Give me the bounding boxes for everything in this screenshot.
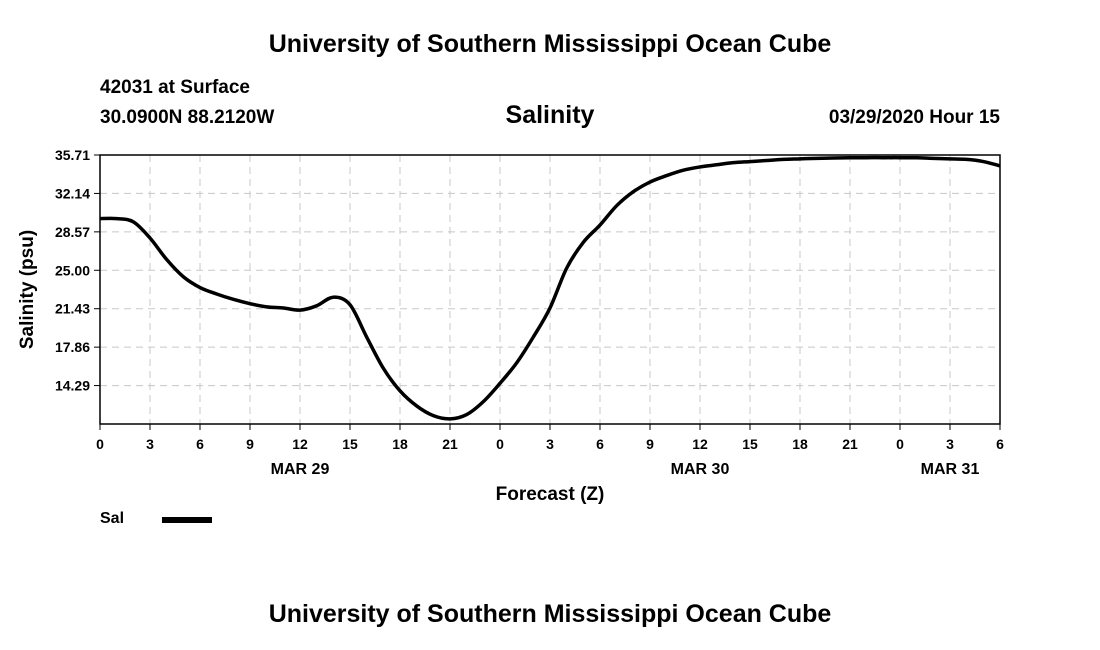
y-tick-label: 14.29	[55, 378, 90, 394]
x-tick-label: 6	[596, 436, 604, 452]
y-axis-label: Salinity (psu)	[17, 230, 38, 349]
x-tick-label: 3	[146, 436, 154, 452]
x-tick-label: 9	[646, 436, 654, 452]
date-label: MAR 29	[271, 461, 330, 478]
x-tick-label: 0	[896, 436, 904, 452]
y-tick-label: 17.86	[55, 339, 90, 355]
series-line-sal	[99, 155, 1001, 421]
x-tick-label: 3	[946, 436, 954, 452]
date-label: MAR 30	[671, 461, 730, 478]
x-tick-label: 12	[292, 436, 308, 452]
x-tick-label: 3	[546, 436, 554, 452]
y-tick-label: 35.71	[55, 147, 90, 163]
y-tick-label: 28.57	[55, 224, 90, 240]
forecast-date: 03/29/2020 Hour 15	[828, 107, 1000, 128]
x-tick-label: 6	[196, 436, 204, 452]
x-tick-label: 21	[842, 436, 858, 452]
x-tick-label: 9	[246, 436, 254, 452]
legend-swatch-sal	[162, 517, 212, 523]
date-label: MAR 31	[921, 461, 980, 478]
variable-title: Salinity	[505, 101, 595, 129]
x-tick-label: 21	[442, 436, 458, 452]
y-tick-label: 25.00	[55, 262, 90, 278]
x-tick-label: 15	[342, 436, 358, 452]
x-tick-label: 15	[742, 436, 758, 452]
x-tick-label: 0	[96, 436, 104, 452]
x-tick-label: 12	[692, 436, 708, 452]
footer-title: University of Southern Mississippi Ocean…	[268, 600, 832, 628]
station-label: 42031 at Surface	[100, 77, 250, 98]
coordinates-label: 30.0900N 88.2120W	[100, 107, 275, 128]
x-tick-label: 18	[792, 436, 808, 452]
y-tick-label: 21.43	[55, 301, 90, 317]
legend-label-sal: Sal	[100, 510, 125, 527]
x-tick-label: 0	[496, 436, 504, 452]
chart-title: University of Southern Mississippi Ocean…	[268, 30, 832, 58]
y-tick-label: 32.14	[55, 185, 90, 201]
x-axis-label: Forecast (Z)	[496, 484, 605, 505]
x-tick-label: 18	[392, 436, 408, 452]
x-tick-label: 6	[996, 436, 1004, 452]
